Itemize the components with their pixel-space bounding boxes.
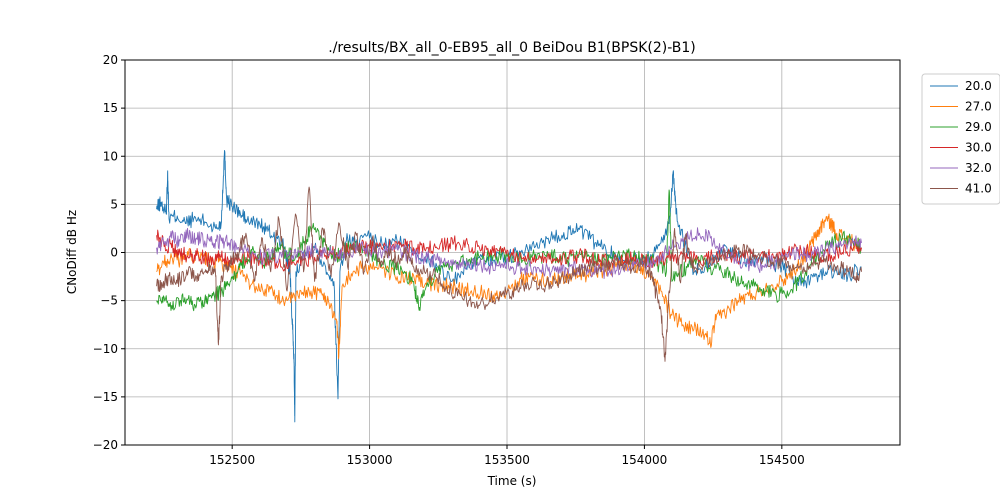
series-line-41-0 (156, 186, 862, 362)
x-tick-label: 153000 (347, 453, 393, 467)
y-tick-label: −15 (93, 390, 118, 404)
y-tick-label: −10 (93, 342, 118, 356)
series-lines (156, 150, 862, 423)
x-tick-label: 153500 (484, 453, 530, 467)
legend: 20.0 27.0 29.0 30.0 32.0 41.0 (921, 73, 1000, 205)
chart-title: ./results/BX_all_0-EB95_all_0 BeiDou B1(… (328, 40, 696, 56)
y-axis-ticks: −20 −15 −10 −5 0 5 10 15 20 (93, 53, 125, 452)
y-tick-label: 10 (103, 149, 118, 163)
y-tick-label: −5 (100, 294, 118, 308)
y-tick-label: 20 (103, 53, 118, 67)
y-axis-label: CNoDiff dB Hz (65, 210, 79, 294)
x-tick-label: 154500 (759, 453, 805, 467)
legend-label: 29.0 (965, 120, 992, 134)
y-tick-label: 0 (110, 246, 118, 260)
legend-label: 32.0 (965, 161, 992, 175)
x-axis-label: Time (s) (487, 474, 537, 488)
legend-label: 20.0 (965, 79, 992, 93)
legend-label: 30.0 (965, 141, 992, 155)
x-axis-ticks: 152500 153000 153500 154000 154500 (209, 445, 805, 467)
y-tick-label: 5 (110, 197, 118, 211)
legend-label: 41.0 (965, 182, 992, 196)
y-tick-label: 15 (103, 101, 118, 115)
x-tick-label: 154000 (622, 453, 668, 467)
legend-label: 27.0 (965, 100, 992, 114)
y-tick-label: −20 (93, 438, 118, 452)
x-tick-label: 152500 (209, 453, 255, 467)
